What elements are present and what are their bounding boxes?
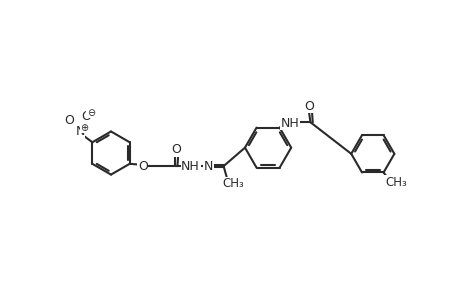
Text: N: N: [203, 160, 213, 172]
Text: NH: NH: [280, 116, 299, 130]
Text: ⊕: ⊕: [80, 123, 89, 133]
Text: O: O: [64, 114, 74, 127]
Text: CH₃: CH₃: [222, 177, 244, 190]
Text: O: O: [171, 143, 181, 157]
Text: O: O: [138, 160, 147, 172]
Text: O: O: [304, 100, 314, 112]
Text: NH: NH: [181, 160, 200, 172]
Text: CH₃: CH₃: [384, 176, 406, 189]
Text: ⊖: ⊖: [87, 108, 95, 118]
Text: O: O: [81, 110, 91, 123]
Text: N: N: [75, 125, 84, 138]
